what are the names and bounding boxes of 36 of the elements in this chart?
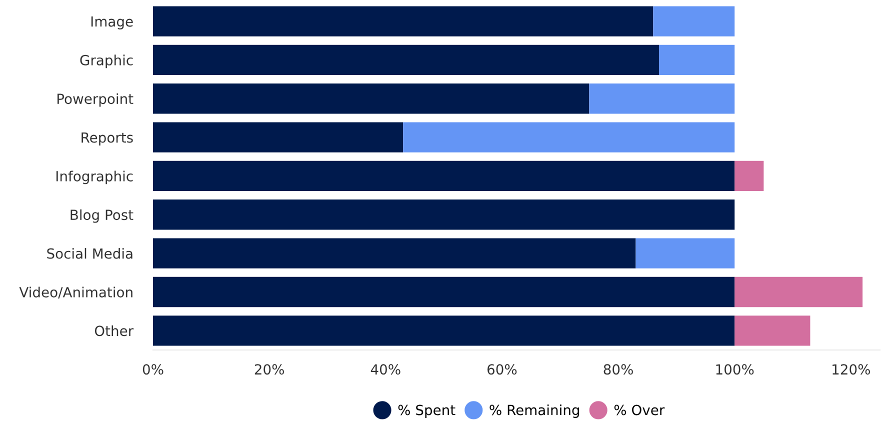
y-tick-label: Powerpoint — [58, 93, 134, 107]
y-tick-label: Video/Animation — [19, 286, 132, 299]
bar — [153, 84, 590, 114]
x-tick-label: 100% — [716, 364, 754, 375]
x-tick-label: 60% — [487, 364, 517, 375]
x-tick-label: 0% — [142, 364, 164, 375]
bar — [653, 6, 735, 36]
bar — [658, 44, 735, 76]
y-tick-label: Other — [94, 325, 134, 336]
y-tick-label: Graphic — [80, 54, 133, 68]
bar — [153, 160, 735, 192]
legend-label: % Over — [614, 404, 665, 416]
bar — [153, 316, 735, 346]
bar — [153, 238, 636, 268]
y-tick-label: Infographic — [56, 170, 133, 184]
legend-label: % Spent — [398, 404, 456, 418]
bar — [403, 122, 735, 152]
bar — [153, 6, 654, 36]
bar — [153, 122, 404, 152]
bar — [734, 160, 764, 192]
x-tick-label: 40% — [370, 364, 400, 375]
bar — [589, 84, 735, 114]
y-tick-label: Reports — [82, 132, 133, 146]
x-tick-label: 20% — [254, 364, 284, 375]
bar — [734, 316, 810, 346]
bar — [734, 276, 863, 308]
bar — [636, 238, 735, 268]
legend-label: % Remaining — [490, 404, 580, 418]
bar — [153, 276, 735, 308]
y-tick-label: Social Media — [47, 248, 132, 259]
x-tick-label: 80% — [604, 364, 633, 375]
bar — [153, 200, 735, 230]
x-tick-label: 120% — [832, 364, 870, 375]
y-tick-label: Image — [91, 16, 133, 30]
bar — [153, 44, 659, 76]
y-tick-label: Blog Post — [70, 209, 134, 223]
